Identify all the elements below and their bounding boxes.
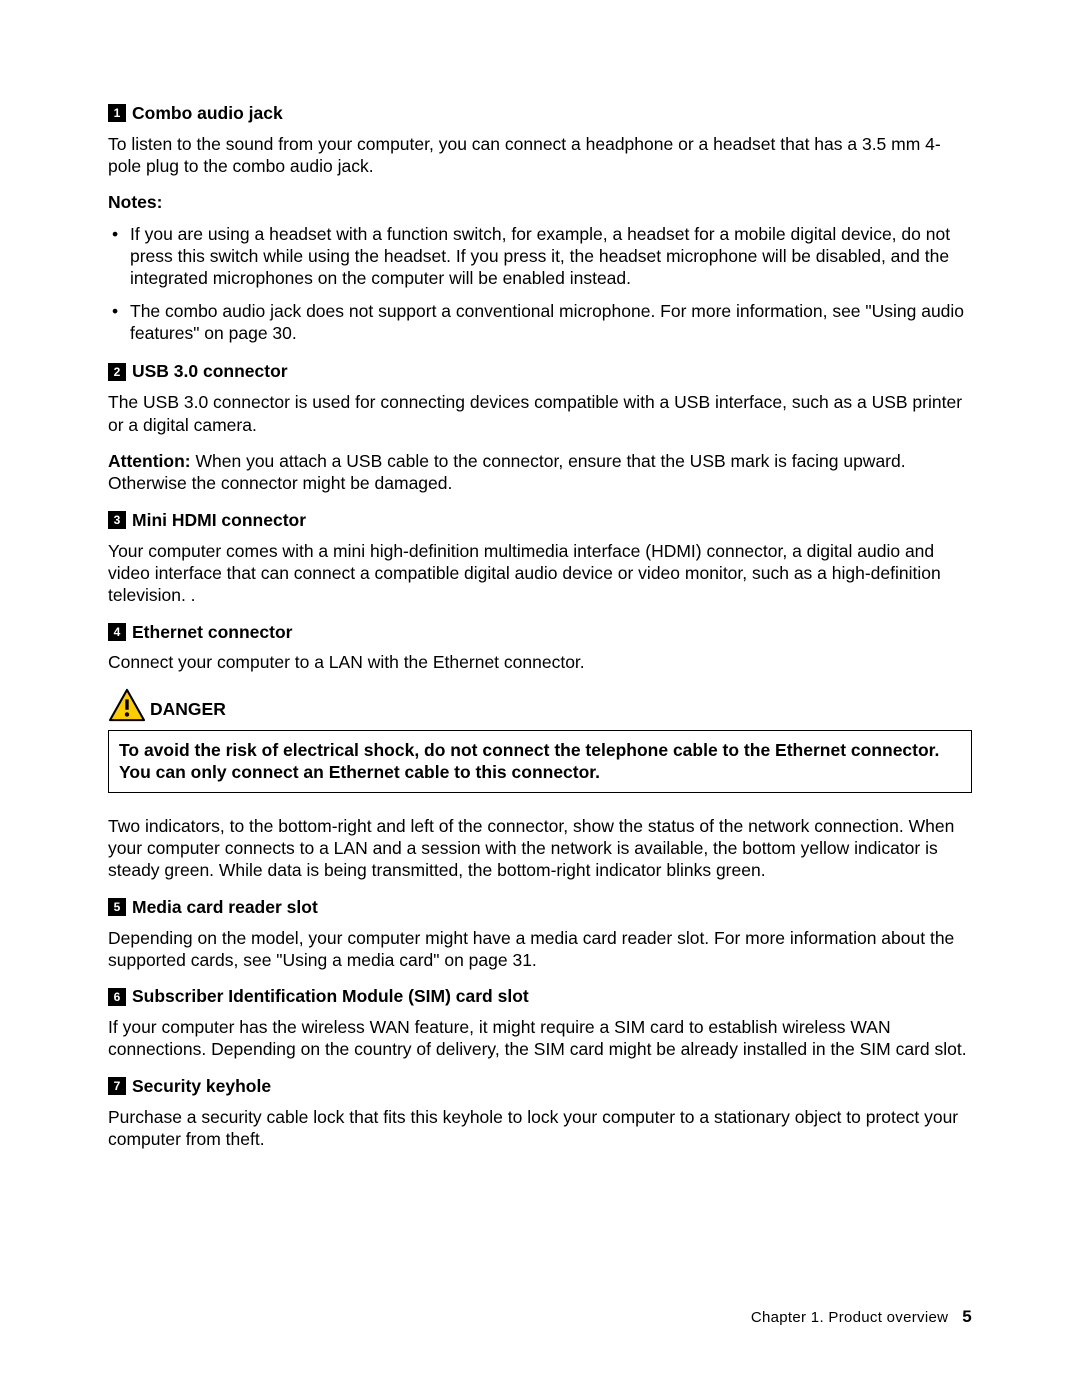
danger-label: DANGER [150,699,226,722]
attention-text: When you attach a USB cable to the conne… [108,451,906,493]
section-hdmi: 3 Mini HDMI connector Your computer come… [108,509,972,607]
body-paragraph: To listen to the sound from your compute… [108,133,972,178]
section-heading: 6 Subscriber Identification Module (SIM)… [108,985,972,1008]
section-heading: 3 Mini HDMI connector [108,509,972,532]
callout-badge-4: 4 [108,623,126,641]
section-media-card: 5 Media card reader slot Depending on th… [108,896,972,972]
section-sim: 6 Subscriber Identification Module (SIM)… [108,985,972,1061]
body-paragraph: If your computer has the wireless WAN fe… [108,1016,972,1061]
section-combo-audio: 1 Combo audio jack To listen to the soun… [108,102,972,344]
heading-text: Security keyhole [132,1075,271,1098]
callout-badge-6: 6 [108,988,126,1006]
section-security-keyhole: 7 Security keyhole Purchase a security c… [108,1075,972,1151]
notes-list: If you are using a headset with a functi… [108,223,972,345]
section-heading: 7 Security keyhole [108,1075,972,1098]
notes-label: Notes: [108,192,972,213]
footer-page-number: 5 [962,1307,972,1327]
danger-heading: DANGER [108,688,972,722]
body-paragraph: The USB 3.0 connector is used for connec… [108,391,972,436]
callout-badge-7: 7 [108,1077,126,1095]
attention-paragraph: Attention: When you attach a USB cable t… [108,450,972,495]
warning-triangle-icon [108,688,146,722]
list-item: The combo audio jack does not support a … [130,300,972,345]
heading-text: Combo audio jack [132,102,283,125]
callout-badge-5: 5 [108,898,126,916]
section-ethernet: 4 Ethernet connector Connect your comput… [108,621,972,882]
page-footer: Chapter 1. Product overview 5 [751,1307,972,1327]
callout-badge-2: 2 [108,363,126,381]
footer-chapter: Chapter 1. Product overview [751,1309,948,1326]
body-paragraph: Depending on the model, your computer mi… [108,927,972,972]
body-paragraph: Purchase a security cable lock that fits… [108,1106,972,1151]
attention-label: Attention: [108,451,191,471]
heading-text: USB 3.0 connector [132,360,288,383]
heading-text: Mini HDMI connector [132,509,306,532]
callout-badge-3: 3 [108,511,126,529]
section-heading: 1 Combo audio jack [108,102,972,125]
section-heading: 2 USB 3.0 connector [108,360,972,383]
body-paragraph: Connect your computer to a LAN with the … [108,651,972,673]
document-page: 1 Combo audio jack To listen to the soun… [0,0,1080,1397]
section-heading: 4 Ethernet connector [108,621,972,644]
heading-text: Subscriber Identification Module (SIM) c… [132,985,529,1008]
callout-badge-1: 1 [108,104,126,122]
heading-text: Ethernet connector [132,621,292,644]
section-usb: 2 USB 3.0 connector The USB 3.0 connecto… [108,360,972,494]
section-heading: 5 Media card reader slot [108,896,972,919]
body-paragraph: Two indicators, to the bottom-right and … [108,815,972,882]
body-paragraph: Your computer comes with a mini high-def… [108,540,972,607]
list-item: If you are using a headset with a functi… [130,223,972,290]
heading-text: Media card reader slot [132,896,318,919]
danger-box: To avoid the risk of electrical shock, d… [108,730,972,793]
